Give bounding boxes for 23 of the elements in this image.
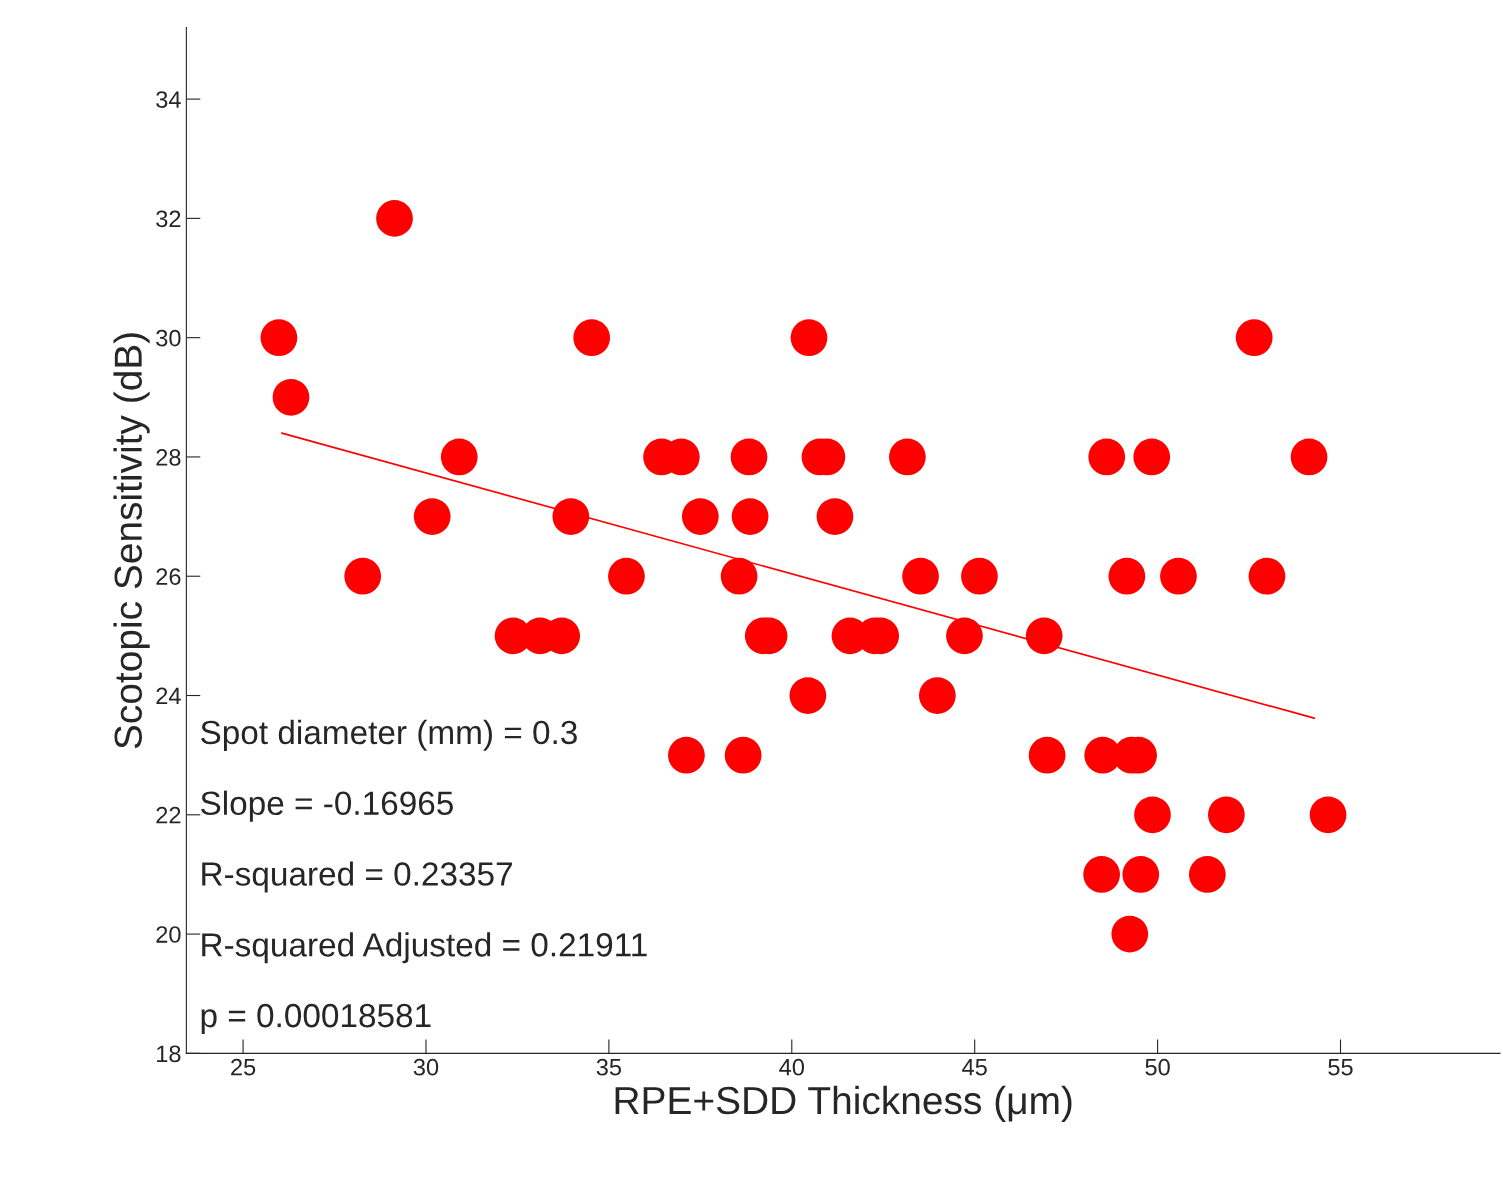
x-axis-title: RPE+SDD Thickness (μm) [615,1085,1072,1123]
x-tick-label: 55 [1328,1059,1353,1076]
y-axis-title: Scotopic Sensitivity (dB) [113,333,150,749]
y-tick-label: 20 [156,926,181,943]
y-tick-label: 18 [157,1045,181,1063]
x-tick-label: 40 [779,1058,804,1076]
annotation: Slope = -0.16965 [201,790,453,822]
y-tick-label: 30 [156,329,181,347]
x-tick-label: 30 [413,1058,439,1076]
y-tick-label: 26 [156,568,181,586]
y-tick-label: 32 [156,210,181,228]
y-tick-label: 24 [156,687,181,705]
annotation: p = 0.00018581 [201,1003,431,1035]
annotation: Spot diameter (mm) = 0.3 [201,719,577,751]
annotation: R-squared = 0.23357 [202,861,512,893]
x-tick-label: 50 [1145,1058,1170,1076]
y-tick-label: 28 [156,449,181,466]
y-tick-label: 34 [156,91,181,108]
y-tick-label: 22 [156,806,181,824]
x-tick-label: 45 [962,1059,987,1076]
x-tick-label: 35 [596,1058,622,1076]
annotation: R-squared Adjusted = 0.21911 [202,932,647,964]
x-tick-label: 25 [231,1058,256,1076]
